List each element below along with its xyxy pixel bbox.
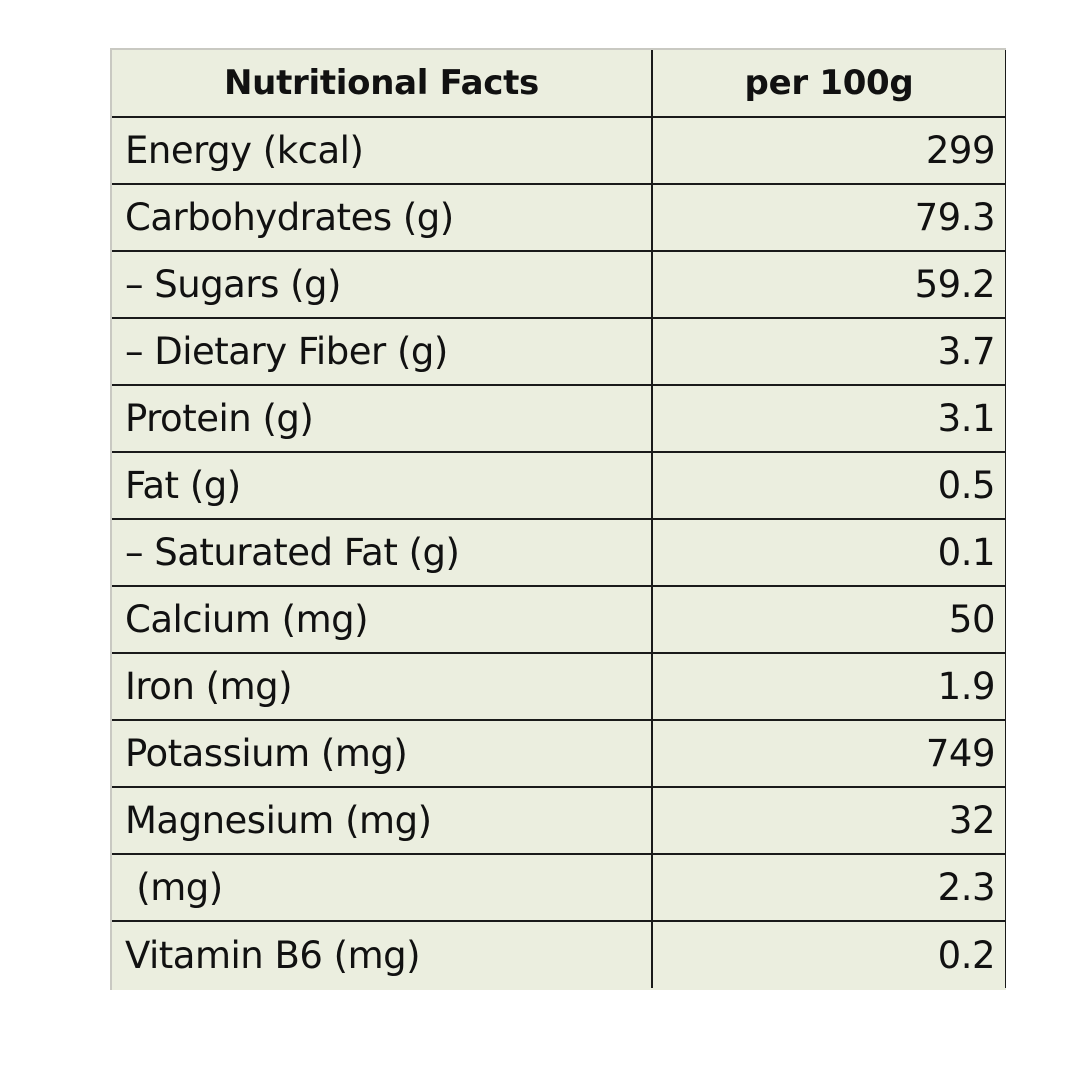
nutrient-label: Iron (mg) — [112, 653, 653, 721]
nutrient-value: 0.2 — [652, 921, 1006, 988]
nutrition-table-container: Nutritional Facts per 100g Energy (kcal)… — [110, 48, 1006, 990]
table-row: Protein (g) 3.1 — [112, 385, 1006, 453]
nutrient-label: – Saturated Fat (g) — [112, 519, 653, 587]
table-header-row: Nutritional Facts per 100g — [112, 50, 1006, 118]
nutrient-label: Vitamin B6 (mg) — [112, 921, 653, 988]
nutrient-value: 3.7 — [652, 318, 1006, 386]
nutrient-value: 0.5 — [652, 452, 1006, 520]
nutrient-label: Magnesium (mg) — [112, 787, 653, 855]
nutrient-value: 59.2 — [652, 251, 1006, 319]
nutrient-label: Carbohydrates (g) — [112, 184, 653, 252]
nutrient-value: 2.3 — [652, 854, 1006, 922]
nutrient-value: 3.1 — [652, 385, 1006, 453]
header-per-100g: per 100g — [652, 50, 1006, 118]
nutrient-label: Potassium (mg) — [112, 720, 653, 788]
table-row: Carbohydrates (g) 79.3 — [112, 184, 1006, 252]
nutrition-facts-table: Nutritional Facts per 100g Energy (kcal)… — [112, 50, 1006, 988]
nutrient-value: 79.3 — [652, 184, 1006, 252]
table-row: Potassium (mg) 749 — [112, 720, 1006, 788]
table-row: (mg) 2.3 — [112, 854, 1006, 922]
nutrient-value: 0.1 — [652, 519, 1006, 587]
table-row: Energy (kcal) 299 — [112, 117, 1006, 185]
nutrient-label: – Dietary Fiber (g) — [112, 318, 653, 386]
nutrient-label: (mg) — [112, 854, 653, 922]
table-row: Iron (mg) 1.9 — [112, 653, 1006, 721]
nutrient-value: 50 — [652, 586, 1006, 654]
table-row: – Saturated Fat (g) 0.1 — [112, 519, 1006, 587]
nutrient-label: Calcium (mg) — [112, 586, 653, 654]
header-nutritional-facts: Nutritional Facts — [112, 50, 653, 118]
table-row: – Dietary Fiber (g) 3.7 — [112, 318, 1006, 386]
nutrient-value: 299 — [652, 117, 1006, 185]
nutrient-label: Energy (kcal) — [112, 117, 653, 185]
table-row: Calcium (mg) 50 — [112, 586, 1006, 654]
nutrient-value: 1.9 — [652, 653, 1006, 721]
nutrient-label: – Sugars (g) — [112, 251, 653, 319]
nutrient-value: 32 — [652, 787, 1006, 855]
nutrient-label: Protein (g) — [112, 385, 653, 453]
table-row: Fat (g) 0.5 — [112, 452, 1006, 520]
nutrient-value: 749 — [652, 720, 1006, 788]
nutrient-label: Fat (g) — [112, 452, 653, 520]
table-row: Magnesium (mg) 32 — [112, 787, 1006, 855]
table-row: Vitamin B6 (mg) 0.2 — [112, 921, 1006, 988]
table-row: – Sugars (g) 59.2 — [112, 251, 1006, 319]
